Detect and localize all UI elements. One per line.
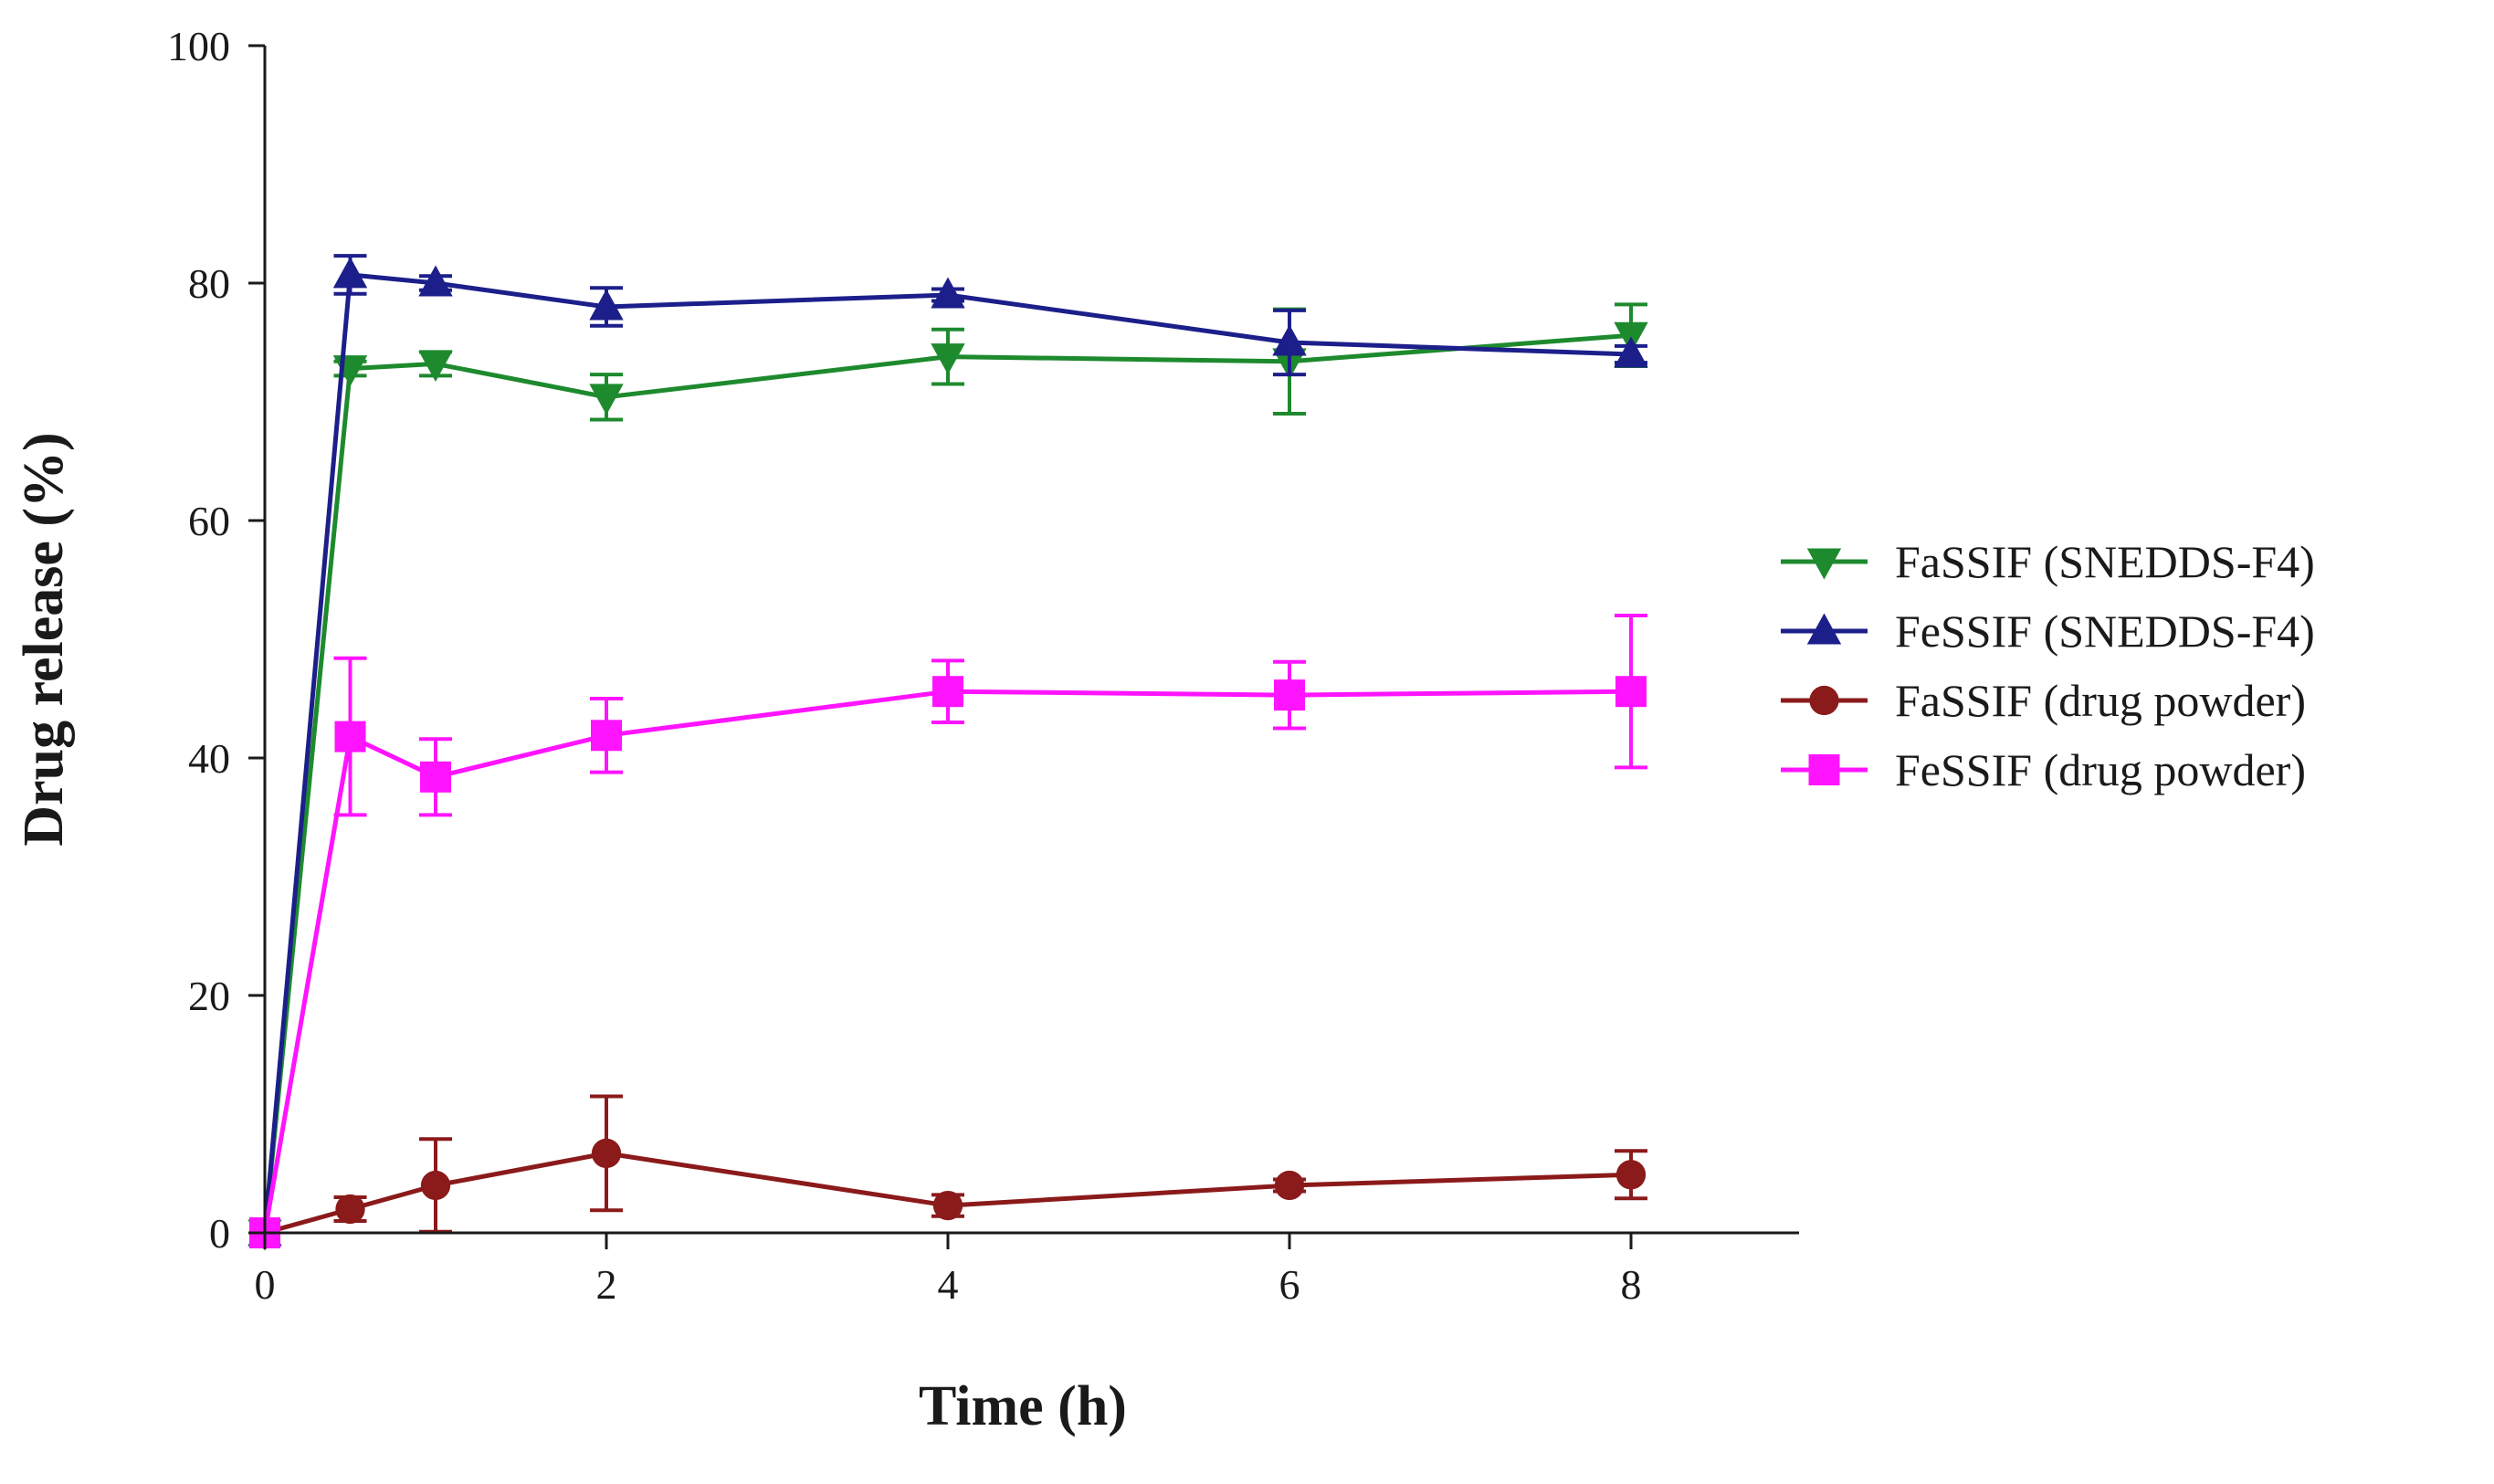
- series-0: [247, 302, 1648, 1251]
- y-tick-label: 0: [209, 1210, 230, 1257]
- y-tick-label: 60: [188, 498, 230, 544]
- marker-triangle-up: [1614, 336, 1648, 368]
- marker-square: [932, 676, 963, 708]
- marker-circle: [1615, 1160, 1647, 1190]
- marker-triangle-down: [589, 384, 624, 416]
- series-line: [262, 332, 1632, 1234]
- x-tick-label: 6: [1279, 1261, 1300, 1308]
- marker-square: [1615, 676, 1647, 708]
- marker-square: [334, 721, 366, 753]
- marker-triangle-down: [418, 350, 453, 382]
- marker-circle: [335, 1194, 365, 1225]
- y-tick-label: 20: [188, 973, 230, 1019]
- series-line: [262, 272, 1632, 1234]
- plot-area: [247, 254, 1648, 1251]
- legend-item: FeSSIF (drug powder): [1781, 744, 2306, 795]
- legend-item: FaSSIF (SNEDDS-F4): [1781, 536, 2315, 587]
- axes: Drug release (%) Time (h) 0 20 40 60 80 100 0 2…: [13, 23, 1799, 1437]
- x-tick-label: 2: [596, 1261, 617, 1308]
- series-2: [249, 1094, 1647, 1248]
- marker-circle: [591, 1138, 622, 1169]
- marker-triangle-down: [1806, 548, 1842, 580]
- series-1: [247, 254, 1648, 1247]
- marker-square: [591, 720, 622, 752]
- marker-circle: [932, 1190, 963, 1221]
- marker-triangle-up: [589, 289, 624, 321]
- legend: FaSSIF (SNEDDS-F4) FeSSIF (SNEDDS-F4) FaSS…: [1781, 536, 2315, 795]
- marker-triangle-down: [931, 343, 965, 375]
- marker-triangle-down: [332, 355, 368, 387]
- marker-circle: [420, 1170, 451, 1201]
- legend-label: FeSSIF (drug powder): [1895, 744, 2306, 795]
- series-line: [262, 689, 1632, 1234]
- x-axis-title: Time (h): [919, 1375, 1127, 1437]
- marker-triangle-up: [931, 277, 965, 309]
- marker-triangle-up: [1806, 613, 1842, 645]
- marker-triangle-up: [1272, 324, 1307, 356]
- y-tick-label: 80: [188, 260, 230, 307]
- marker-square: [1808, 754, 1840, 785]
- legend-label: FaSSIF (drug powder): [1895, 675, 2306, 726]
- marker-square: [1274, 679, 1305, 711]
- marker-triangle-up: [418, 265, 453, 297]
- legend-label: FeSSIF (SNEDDS-F4): [1895, 605, 2315, 657]
- series-3: [249, 614, 1647, 1248]
- marker-square: [420, 761, 451, 793]
- legend-item: FeSSIF (SNEDDS-F4): [1781, 605, 2315, 657]
- y-tick-label: 40: [188, 735, 230, 782]
- marker-circle: [1274, 1170, 1305, 1201]
- x-tick-label: 8: [1621, 1261, 1642, 1308]
- legend-item: FaSSIF (drug powder): [1781, 675, 2306, 726]
- y-axis-title: Drug release (%): [13, 432, 75, 846]
- marker-triangle-up: [332, 257, 368, 289]
- x-tick-label: 4: [938, 1261, 959, 1308]
- legend-label: FaSSIF (SNEDDS-F4): [1895, 536, 2315, 587]
- y-tick-label: 100: [167, 23, 230, 69]
- x-tick-label: 0: [255, 1261, 276, 1308]
- marker-circle: [1809, 685, 1839, 716]
